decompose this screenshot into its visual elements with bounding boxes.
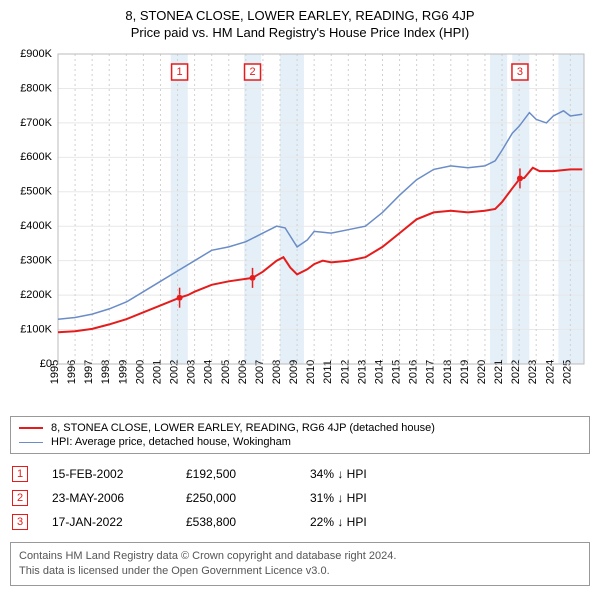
x-tick-label: 2010 <box>305 360 317 384</box>
event-marker-dot <box>250 275 256 281</box>
chart: £0£100K£200K£300K£400K£500K£600K£700K£80… <box>10 48 590 408</box>
x-tick-label: 2019 <box>459 360 471 384</box>
x-tick-label: 2008 <box>271 360 283 384</box>
event-date: 17-JAN-2022 <box>52 515 162 529</box>
event-delta: 31% ↓ HPI <box>310 491 367 505</box>
x-tick-label: 1998 <box>100 360 112 384</box>
attribution: Contains HM Land Registry data © Crown c… <box>10 542 590 586</box>
event-price: £250,000 <box>186 491 286 505</box>
x-tick-label: 2020 <box>476 360 488 384</box>
y-tick-label: £700K <box>20 117 52 129</box>
event-marker-icon: 3 <box>12 514 28 530</box>
x-tick-label: 2021 <box>493 360 505 384</box>
event-date: 15-FEB-2002 <box>52 467 162 481</box>
y-tick-label: £200K <box>20 289 52 301</box>
attribution-line-1: Contains HM Land Registry data © Crown c… <box>19 549 581 564</box>
x-tick-label: 2016 <box>408 360 420 384</box>
event-marker-dot <box>517 175 523 181</box>
x-tick-label: 2024 <box>544 360 556 384</box>
shaded-band <box>280 54 304 364</box>
title-line-2: Price paid vs. HM Land Registry's House … <box>10 25 590 40</box>
x-tick-label: 1997 <box>83 360 95 384</box>
event-price: £192,500 <box>186 467 286 481</box>
legend-swatch <box>19 427 43 429</box>
x-tick-label: 2025 <box>561 360 573 384</box>
x-tick-label: 2006 <box>237 360 249 384</box>
x-tick-label: 2007 <box>254 360 266 384</box>
event-marker-label: 2 <box>249 66 255 78</box>
event-row: 1 15-FEB-2002 £192,500 34% ↓ HPI <box>10 462 590 486</box>
legend-swatch <box>19 442 43 443</box>
x-tick-label: 2012 <box>339 360 351 384</box>
event-delta: 22% ↓ HPI <box>310 515 367 529</box>
y-tick-label: £800K <box>20 82 52 94</box>
legend-item: HPI: Average price, detached house, Woki… <box>19 435 581 449</box>
x-tick-label: 2000 <box>134 360 146 384</box>
event-row: 2 23-MAY-2006 £250,000 31% ↓ HPI <box>10 486 590 510</box>
y-tick-label: £600K <box>20 151 52 163</box>
legend: 8, STONEA CLOSE, LOWER EARLEY, READING, … <box>10 416 590 454</box>
x-tick-label: 2022 <box>510 360 522 384</box>
x-tick-label: 2001 <box>151 360 163 384</box>
x-tick-label: 2014 <box>373 360 385 384</box>
x-tick-label: 2003 <box>186 360 198 384</box>
shaded-band <box>512 54 529 364</box>
x-tick-label: 1996 <box>66 360 78 384</box>
y-tick-label: £400K <box>20 220 52 232</box>
shaded-band <box>558 54 584 364</box>
event-price: £538,800 <box>186 515 286 529</box>
event-marker-label: 1 <box>177 66 183 78</box>
y-tick-label: £100K <box>20 323 52 335</box>
event-marker-icon: 2 <box>12 490 28 506</box>
event-marker-icon: 1 <box>12 466 28 482</box>
event-marker-dot <box>177 295 183 301</box>
shaded-band <box>171 54 188 364</box>
chart-container: 8, STONEA CLOSE, LOWER EARLEY, READING, … <box>0 0 600 596</box>
x-tick-label: 2004 <box>203 360 215 384</box>
chart-svg: £0£100K£200K£300K£400K£500K£600K£700K£80… <box>10 48 590 408</box>
y-tick-label: £300K <box>20 255 52 267</box>
x-tick-label: 2023 <box>527 360 539 384</box>
y-tick-label: £900K <box>20 48 52 60</box>
title-line-1: 8, STONEA CLOSE, LOWER EARLEY, READING, … <box>10 8 590 23</box>
event-marker-label: 3 <box>517 66 523 78</box>
x-tick-label: 2013 <box>356 360 368 384</box>
legend-label: 8, STONEA CLOSE, LOWER EARLEY, READING, … <box>51 422 435 434</box>
x-tick-label: 2017 <box>425 360 437 384</box>
event-delta: 34% ↓ HPI <box>310 467 367 481</box>
legend-item: 8, STONEA CLOSE, LOWER EARLEY, READING, … <box>19 421 581 435</box>
x-tick-label: 2018 <box>442 360 454 384</box>
x-tick-label: 2009 <box>288 360 300 384</box>
x-tick-label: 2015 <box>391 360 403 384</box>
x-tick-label: 1999 <box>117 360 129 384</box>
shaded-band <box>244 54 261 364</box>
x-tick-label: 2002 <box>169 360 181 384</box>
event-date: 23-MAY-2006 <box>52 491 162 505</box>
attribution-line-2: This data is licensed under the Open Gov… <box>19 564 581 579</box>
legend-label: HPI: Average price, detached house, Woki… <box>51 436 291 448</box>
x-tick-label: 2005 <box>220 360 232 384</box>
y-tick-label: £500K <box>20 186 52 198</box>
event-list: 1 15-FEB-2002 £192,500 34% ↓ HPI 2 23-MAY-200… <box>10 462 590 534</box>
event-row: 3 17-JAN-2022 £538,800 22% ↓ HPI <box>10 510 590 534</box>
x-tick-label: 1995 <box>49 360 61 384</box>
